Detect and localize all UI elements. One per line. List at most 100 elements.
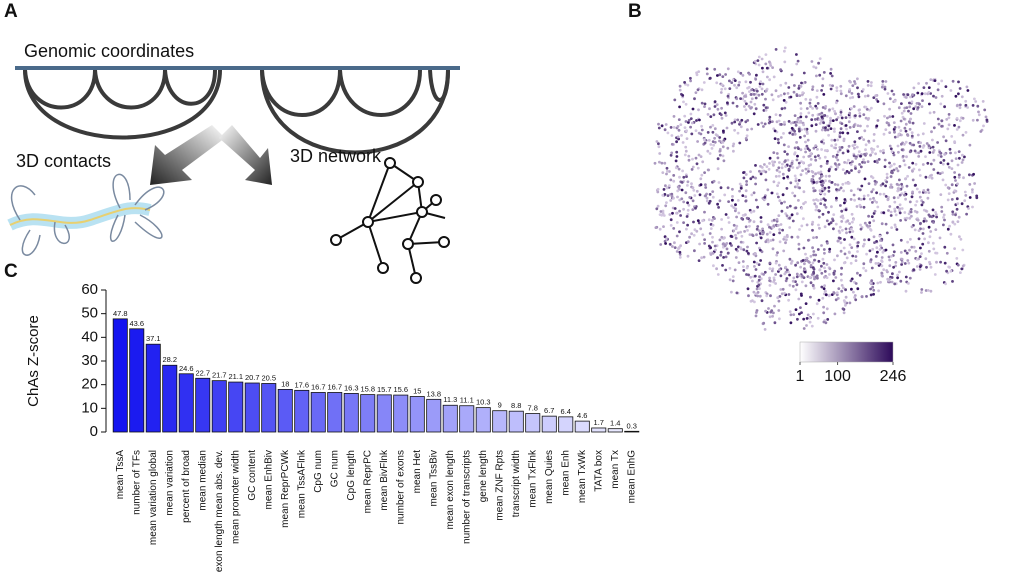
embedding-point (677, 137, 680, 141)
embedding-point (752, 220, 756, 224)
embedding-point (862, 194, 866, 198)
embedding-point (875, 191, 878, 195)
embedding-point (700, 173, 704, 177)
embedding-point (971, 190, 974, 194)
embedding-point (941, 178, 945, 182)
embedding-point (884, 128, 888, 132)
embedding-point (833, 138, 837, 142)
embedding-point (812, 236, 815, 240)
embedding-point (848, 230, 852, 234)
embedding-point (908, 276, 912, 280)
embedding-point (810, 324, 814, 328)
embedding-point (888, 97, 892, 101)
embedding-point (804, 200, 807, 204)
embedding-point (718, 199, 722, 203)
embedding-point (700, 101, 704, 105)
embedding-point (840, 122, 844, 125)
embedding-point (731, 198, 734, 202)
embedding-point (879, 280, 882, 284)
embedding-point (836, 116, 840, 119)
embedding-point (812, 253, 816, 257)
embedding-point (834, 168, 838, 171)
embedding-point (852, 193, 856, 197)
embedding-point (789, 313, 793, 317)
embedding-point (820, 174, 824, 178)
embedding-point (745, 102, 748, 106)
embedding-point (713, 127, 717, 131)
embedding-point (727, 200, 730, 204)
embedding-point (931, 208, 935, 212)
embedding-point (801, 91, 805, 94)
embedding-point (839, 241, 843, 245)
embedding-point (801, 259, 805, 262)
embedding-point (750, 193, 754, 197)
embedding-point (791, 133, 795, 136)
embedding-point (714, 248, 717, 252)
embedding-point (665, 201, 668, 205)
embedding-point (778, 231, 781, 235)
embedding-point (825, 307, 829, 311)
embedding-point (660, 124, 664, 128)
embedding-point (696, 166, 700, 170)
embedding-point (738, 189, 741, 193)
embedding-point (661, 171, 665, 175)
embedding-point (911, 190, 914, 194)
embedding-point (908, 117, 912, 121)
embedding-point (765, 165, 769, 169)
embedding-point (663, 239, 667, 243)
embedding-point (718, 153, 722, 157)
embedding-point (780, 166, 784, 170)
embedding-point (726, 94, 730, 98)
embedding-point (783, 200, 786, 204)
embedding-point (797, 147, 800, 151)
embedding-point (778, 228, 781, 231)
embedding-point (777, 119, 781, 123)
embedding-point (750, 97, 754, 101)
embedding-point (656, 204, 660, 208)
embedding-point (713, 105, 717, 108)
embedding-point (754, 292, 758, 296)
embedding-point (841, 307, 845, 311)
embedding-point (868, 197, 872, 201)
embedding-point (959, 237, 963, 241)
embedding-point (821, 187, 824, 191)
embedding-point (752, 191, 756, 195)
embedding-point (955, 117, 959, 120)
embedding-point (771, 66, 774, 69)
embedding-point (936, 88, 940, 92)
embedding-point (796, 154, 799, 158)
embedding-point (844, 288, 847, 292)
embedding-point (724, 114, 728, 117)
embedding-point (945, 118, 949, 121)
embedding-point (912, 245, 916, 249)
embedding-point (800, 160, 803, 164)
embedding-point (937, 82, 940, 86)
embedding-point (874, 94, 878, 98)
embedding-point (950, 167, 954, 171)
embedding-point (734, 256, 738, 259)
embedding-point (788, 310, 792, 313)
embedding-point (858, 188, 862, 192)
embedding-point (908, 105, 912, 109)
embedding-point (985, 118, 989, 122)
embedding-point (751, 299, 754, 303)
embedding-point (873, 241, 876, 245)
embedding-point (732, 206, 736, 209)
embedding-point (756, 280, 760, 284)
embedding-point (787, 298, 790, 302)
embedding-point (749, 177, 753, 181)
embedding-point (863, 221, 867, 225)
embedding-point (798, 94, 802, 97)
bar (508, 410, 524, 433)
embedding-point (879, 244, 882, 248)
embedding-point (720, 106, 723, 110)
embedding-point (791, 279, 795, 283)
embedding-point (802, 190, 806, 194)
embedding-point (726, 146, 730, 150)
embedding-point (918, 102, 921, 106)
embedding-point (858, 108, 861, 112)
embedding-point (786, 152, 789, 156)
embedding-point (922, 227, 925, 231)
embedding-point (888, 185, 892, 189)
embedding-point (674, 166, 678, 170)
